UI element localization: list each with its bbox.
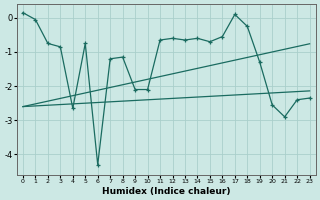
X-axis label: Humidex (Indice chaleur): Humidex (Indice chaleur): [102, 187, 230, 196]
